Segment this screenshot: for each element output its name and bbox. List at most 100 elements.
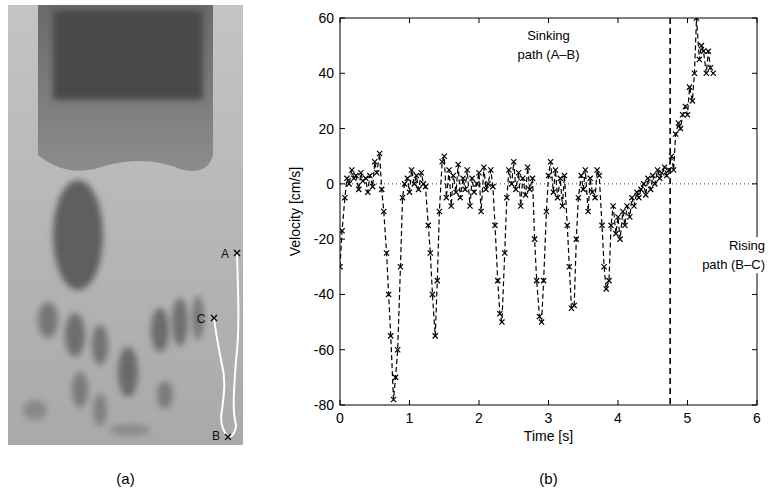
data-point	[423, 184, 428, 189]
x-tick	[409, 400, 410, 405]
data-point	[530, 176, 535, 181]
y-tick-label: -20	[314, 231, 334, 247]
data-point	[442, 154, 447, 159]
data-point	[534, 278, 539, 283]
y-tick-label: -60	[314, 342, 334, 358]
data-point	[402, 181, 407, 186]
data-point	[513, 187, 518, 192]
y-tick	[340, 128, 345, 129]
plot-marks	[340, 18, 757, 405]
data-point	[643, 192, 648, 197]
data-point	[476, 170, 481, 175]
annotation-group: Rising path (B–C)	[700, 237, 767, 273]
data-point	[706, 49, 711, 54]
data-point	[664, 173, 669, 178]
data-point	[701, 49, 706, 54]
annotation: path (A–B)	[517, 47, 579, 62]
data-point	[358, 170, 363, 175]
data-point	[384, 250, 389, 255]
data-point	[460, 176, 465, 181]
data-point	[588, 176, 593, 181]
y-tick-label: 20	[318, 121, 334, 137]
x-axis-title: Time [s]	[524, 428, 573, 444]
chart-panel: 0123456-80-60-40-200204060Time [s]Veloci…	[287, 10, 767, 444]
data-point	[544, 209, 549, 214]
photo-blob	[38, 302, 58, 338]
data-point	[449, 203, 454, 208]
plot-frame	[340, 18, 757, 405]
data-point	[349, 167, 354, 172]
data-point	[583, 167, 588, 172]
data-point	[511, 159, 516, 164]
data-point	[708, 65, 713, 70]
data-point	[645, 176, 650, 181]
data-point	[447, 167, 452, 172]
data-point	[678, 126, 683, 131]
x-tick-label: 5	[684, 410, 692, 426]
data-point	[615, 214, 620, 219]
photo-blob	[53, 180, 103, 290]
data-point	[687, 85, 692, 90]
panel-caption: (b)	[539, 470, 557, 487]
data-point	[595, 167, 600, 172]
data-point	[602, 264, 607, 269]
data-point	[669, 154, 674, 159]
data-point	[574, 237, 579, 242]
data-point	[581, 187, 586, 192]
data-point	[673, 132, 678, 137]
data-point	[652, 181, 657, 186]
data-point	[592, 195, 597, 200]
data-point	[370, 184, 375, 189]
photo-blob	[118, 347, 138, 397]
annotation: Rising	[729, 238, 765, 253]
data-point	[622, 223, 627, 228]
data-point	[624, 203, 629, 208]
data-point	[699, 43, 704, 48]
trajectory	[214, 253, 238, 437]
data-point	[426, 223, 431, 228]
data-point	[407, 190, 412, 195]
photo-top-shadow	[53, 10, 203, 100]
data-point	[666, 167, 671, 172]
data-point	[532, 237, 537, 242]
data-point	[516, 170, 521, 175]
x-tick-label: 3	[545, 410, 553, 426]
data-point	[386, 292, 391, 297]
x-tick-label: 6	[753, 410, 761, 426]
y-tick	[340, 18, 345, 19]
data-point	[492, 223, 497, 228]
photo-blob	[92, 325, 108, 365]
y-tick	[340, 294, 345, 295]
y-tick-label: -80	[314, 397, 334, 413]
point-marker	[234, 250, 240, 256]
figure: ABC(a)0123456-80-60-40-200204060Time [s]…	[0, 0, 771, 502]
photo-blob	[151, 308, 169, 352]
y-tick-right	[752, 294, 757, 295]
point-marker	[211, 315, 217, 321]
data-point	[565, 223, 570, 228]
data-point	[433, 333, 438, 338]
photo-blob	[172, 298, 188, 346]
x-tick-label: 0	[336, 410, 344, 426]
y-tick-right	[752, 183, 757, 184]
data-point	[463, 187, 468, 192]
data-point	[539, 319, 544, 324]
data-point	[650, 173, 655, 178]
data-point	[451, 173, 456, 178]
data-point	[497, 311, 502, 316]
data-point	[469, 176, 474, 181]
y-tick-right	[752, 349, 757, 350]
data-point	[356, 187, 361, 192]
data-point	[444, 195, 449, 200]
data-point	[472, 190, 477, 195]
data-point	[579, 173, 584, 178]
annotation: path (B–C)	[702, 257, 765, 272]
data-point	[611, 203, 616, 208]
photo-panel: ABC	[8, 5, 243, 445]
photo-top-dark	[38, 5, 213, 171]
x-tick-top	[687, 18, 688, 23]
data-point	[525, 165, 530, 170]
data-point	[499, 319, 504, 324]
plot-background	[340, 18, 757, 405]
data-point	[419, 170, 424, 175]
